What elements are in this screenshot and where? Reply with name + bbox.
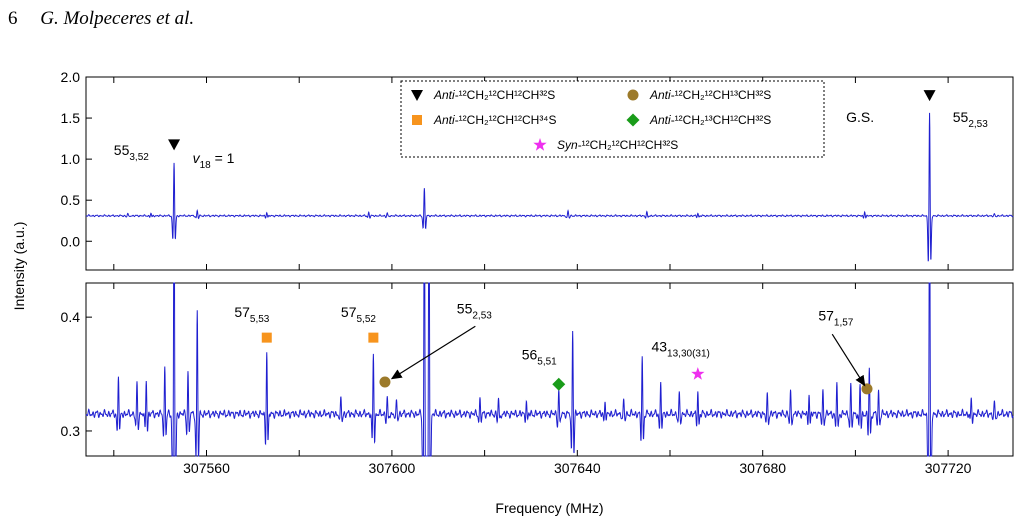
top-spectrum-trace bbox=[85, 112, 1014, 262]
marker-circle-2 bbox=[379, 376, 391, 388]
top-panel: 2.0 1.5 1.0 0.5 0.0 553,52 v18 = 1 G.S. 552,53 bbox=[61, 69, 1014, 271]
annotation-bot-4: 4313,30(31) bbox=[651, 338, 709, 359]
annotation-top-2: G.S. bbox=[846, 109, 874, 125]
annotation-bot-5: 571,57 bbox=[818, 308, 853, 329]
bottom-panel-frame bbox=[85, 282, 1014, 457]
legend-marker-1 bbox=[627, 89, 639, 101]
annotation-top-3: 552,53 bbox=[953, 109, 988, 130]
y-tick-label: 1.5 bbox=[61, 110, 81, 126]
marker-circle-5 bbox=[861, 383, 873, 395]
y-tick-label: 0.0 bbox=[61, 233, 81, 249]
x-tick-label: 307720 bbox=[925, 460, 972, 476]
marker-star-4 bbox=[691, 367, 705, 380]
legend-entry-4: Syn-¹²CH₂¹²CH¹²CH³²S bbox=[557, 138, 678, 152]
annotation-arrow-0 bbox=[390, 325, 476, 380]
authors: G. Molpeceres et al. bbox=[40, 8, 195, 29]
legend-entry-0: Anti-¹²CH₂¹²CH¹²CH³²S bbox=[433, 88, 555, 102]
legend-marker-0 bbox=[411, 90, 423, 101]
marker-triangle-down-1 bbox=[923, 90, 936, 102]
legend-marker-3 bbox=[626, 113, 640, 127]
y-tick-label: 0.5 bbox=[61, 192, 81, 208]
y-tick-label: 0.3 bbox=[61, 423, 81, 439]
annotation-top-0: 553,52 bbox=[114, 142, 149, 163]
y-tick-label: 1.0 bbox=[61, 151, 81, 167]
annotation-bot-0: 575,53 bbox=[234, 304, 269, 325]
legend-entry-3: Anti-¹²CH₂¹³CH¹²CH³²S bbox=[649, 113, 771, 127]
annotation-bot-3: 565,51 bbox=[522, 346, 557, 367]
annotation-arrow-1 bbox=[831, 333, 866, 387]
top-panel-frame bbox=[85, 76, 1014, 271]
legend-marker-4 bbox=[533, 138, 547, 151]
legend: Anti-¹²CH₂¹²CH¹²CH³²S Anti-¹²CH₂¹²CH¹³CH³… bbox=[400, 80, 825, 158]
y-axis-label: Intensity (a.u.) bbox=[11, 222, 27, 311]
marker-square-0 bbox=[261, 332, 272, 343]
top-panel-ticks: 2.0 1.5 1.0 0.5 0.0 bbox=[61, 69, 949, 270]
annotation-bot-2: 552,53 bbox=[457, 301, 492, 322]
x-tick-label: 307560 bbox=[183, 460, 230, 476]
marker-diamond-3 bbox=[552, 377, 566, 391]
legend-entry-2: Anti-¹²CH₂¹²CH¹²CH³⁴S bbox=[433, 113, 556, 127]
bottom-panel: 0.4 0.3 307560 307600 307640 307680 307720 575… bbox=[61, 282, 1014, 476]
annotation-top-1: v18 = 1 bbox=[193, 150, 235, 171]
bottom-spectrum-trace bbox=[85, 282, 1014, 457]
y-tick-label: 0.4 bbox=[61, 309, 81, 325]
legend-marker-2 bbox=[412, 115, 422, 125]
page-header: 6 G. Molpeceres et al. bbox=[8, 8, 194, 30]
marker-triangle-down-0 bbox=[168, 139, 181, 151]
legend-frame bbox=[400, 80, 825, 158]
bottom-panel-ticks: 0.4 0.3 307560 307600 307640 307680 307720 bbox=[61, 283, 972, 476]
legend-entry-1: Anti-¹²CH₂¹²CH¹³CH³²S bbox=[649, 88, 771, 102]
x-axis-label: Frequency (MHz) bbox=[495, 500, 603, 516]
x-tick-label: 307680 bbox=[739, 460, 786, 476]
bottom-panel-markers: 575,53 575,52 552,53 565,51 4313,30(31) 571,5… bbox=[234, 301, 873, 395]
marker-square-1 bbox=[368, 332, 379, 343]
x-tick-label: 307600 bbox=[369, 460, 416, 476]
y-tick-label: 2.0 bbox=[61, 69, 81, 85]
x-tick-label: 307640 bbox=[554, 460, 601, 476]
top-panel-markers: 553,52 v18 = 1 G.S. 552,53 bbox=[114, 90, 988, 171]
page-number: 6 bbox=[8, 8, 18, 29]
annotation-bot-1: 575,52 bbox=[341, 304, 376, 325]
